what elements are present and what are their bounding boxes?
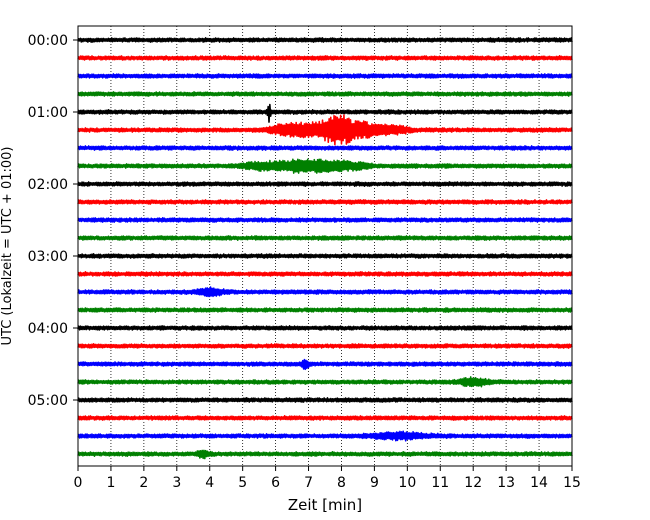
x-tick-label: 3 <box>172 475 181 491</box>
x-tick-label: 12 <box>464 475 482 491</box>
x-tick-label: 7 <box>304 475 313 491</box>
x-axis-label: Zeit [min] <box>288 496 362 514</box>
x-tick-label: 5 <box>238 475 247 491</box>
trace-line <box>77 325 573 331</box>
y-tick-label: 05:00 <box>28 393 68 409</box>
x-tick-label: 0 <box>74 475 83 491</box>
trace-line <box>77 415 573 421</box>
trace-line <box>77 286 573 298</box>
trace-line <box>77 55 573 61</box>
grid-lines <box>110 26 540 466</box>
trace-line <box>77 376 573 388</box>
trace-line <box>77 271 573 277</box>
x-tick-label: 9 <box>370 475 379 491</box>
x-tick-label: 13 <box>497 475 515 491</box>
trace-line <box>77 158 573 174</box>
trace-line <box>77 430 573 442</box>
x-tick-label: 8 <box>337 475 346 491</box>
x-tick-label: 15 <box>563 475 581 491</box>
trace-line <box>77 449 573 460</box>
trace-line <box>77 253 573 259</box>
x-tick-label: 2 <box>139 475 148 491</box>
x-tick-label: 14 <box>530 475 548 491</box>
seismic-traces <box>77 37 573 460</box>
trace-line <box>77 181 573 187</box>
trace-line <box>77 358 573 371</box>
y-axis-label: UTC (Lokalzeit = UTC + 01:00) <box>0 147 15 346</box>
trace-line <box>77 73 573 79</box>
trace-line <box>77 397 573 403</box>
trace-line <box>77 114 573 146</box>
x-tick-label: 10 <box>398 475 416 491</box>
y-tick-label: 03:00 <box>28 249 68 265</box>
x-tick-label: 1 <box>106 475 115 491</box>
trace-line <box>77 235 573 241</box>
x-tick-label: 6 <box>271 475 280 491</box>
x-tick-label: 11 <box>431 475 449 491</box>
y-tick-label: 01:00 <box>28 105 68 121</box>
y-tick-label: 00:00 <box>28 33 68 49</box>
y-axis-ticks: 00:00 01:00 02:00 03:00 04:00 05:00 <box>28 33 78 409</box>
trace-line <box>77 343 573 349</box>
y-tick-label: 02:00 <box>28 177 68 193</box>
trace-line <box>77 37 573 43</box>
x-tick-label: 4 <box>205 475 214 491</box>
y-tick-label: 04:00 <box>28 321 68 337</box>
trace-line <box>77 145 573 151</box>
trace-line <box>77 217 573 223</box>
trace-line <box>77 307 573 313</box>
trace-line <box>77 103 573 123</box>
trace-line <box>77 199 573 205</box>
x-axis-ticks: 0 1 2 3 4 5 6 7 8 9 10 11 12 13 14 15 <box>74 466 581 491</box>
plot-frame <box>77 25 573 467</box>
trace-line <box>77 91 573 97</box>
